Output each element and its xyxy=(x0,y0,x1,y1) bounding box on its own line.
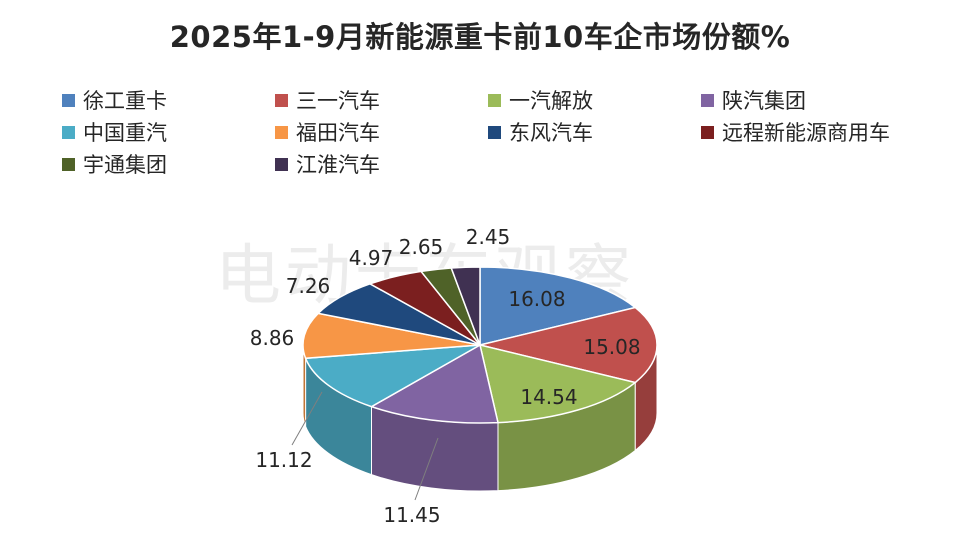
data-label: 11.12 xyxy=(255,448,312,472)
data-label: 2.65 xyxy=(399,235,444,259)
legend-label: 东风汽车 xyxy=(509,121,593,145)
legend-label: 一汽解放 xyxy=(509,89,593,113)
data-label: 11.45 xyxy=(383,503,440,527)
legend-item: 福田汽车 xyxy=(275,118,488,146)
legend-swatch xyxy=(701,93,714,107)
legend-label: 江淮汽车 xyxy=(296,153,380,177)
legend-item: 三一汽车 xyxy=(275,86,488,114)
legend-label: 远程新能源商用车 xyxy=(722,121,890,145)
data-label: 14.54 xyxy=(520,385,577,409)
data-label: 8.86 xyxy=(250,326,295,350)
legend-item: 陕汽集团 xyxy=(701,86,931,114)
legend-swatch xyxy=(275,157,288,171)
data-label: 16.08 xyxy=(508,287,565,311)
data-labels: 16.08 15.08 14.54 11.45 11.12 8.86 7.26 4.97 2.6… xyxy=(250,225,641,527)
legend-swatch xyxy=(62,125,75,139)
legend-label: 中国重汽 xyxy=(83,121,167,145)
leader-line xyxy=(414,437,439,501)
legend-item: 远程新能源商用车 xyxy=(701,118,931,146)
legend-item: 东风汽车 xyxy=(488,118,701,146)
pie-slice xyxy=(304,344,481,408)
legend-swatch xyxy=(488,93,501,107)
pie-slice xyxy=(478,343,637,424)
chart-legend: 徐工重卡 三一汽车 一汽解放 陕汽集团中国重汽 福田汽车 东风汽车 远程新能源商用车宇通集团… xyxy=(62,86,942,178)
leader-line xyxy=(291,391,323,446)
pie-slice xyxy=(479,266,637,346)
pie-slice xyxy=(369,343,499,424)
legend-item: 一汽解放 xyxy=(488,86,701,114)
legend-swatch xyxy=(62,157,75,171)
legend-swatch xyxy=(488,125,501,139)
legend-item: 中国重汽 xyxy=(62,118,275,146)
legend-label: 徐工重卡 xyxy=(83,89,167,113)
legend-label: 陕汽集团 xyxy=(722,89,806,113)
pie-slice xyxy=(479,306,658,384)
pie-slice xyxy=(450,266,481,346)
legend-label: 三一汽车 xyxy=(296,89,380,113)
legend-swatch xyxy=(62,93,75,107)
data-label: 15.08 xyxy=(583,335,640,359)
legend-item: 江淮汽车 xyxy=(275,150,488,178)
legend-swatch xyxy=(275,125,288,139)
pie-top xyxy=(302,266,658,424)
legend-item: 徐工重卡 xyxy=(62,86,275,114)
legend-label: 宇通集团 xyxy=(83,153,167,177)
chart-title: 2025年1-9月新能源重卡前10车企市场份额% xyxy=(169,20,791,54)
legend-swatch xyxy=(701,125,714,139)
legend-swatch xyxy=(275,93,288,107)
legend-label: 福田汽车 xyxy=(296,121,380,145)
pie-slice xyxy=(302,312,481,360)
legend-item: 宇通集团 xyxy=(62,150,275,178)
data-label: 4.97 xyxy=(349,246,394,270)
data-label: 7.26 xyxy=(286,274,331,298)
pie-sides xyxy=(302,344,658,492)
data-label: 2.45 xyxy=(466,225,511,249)
